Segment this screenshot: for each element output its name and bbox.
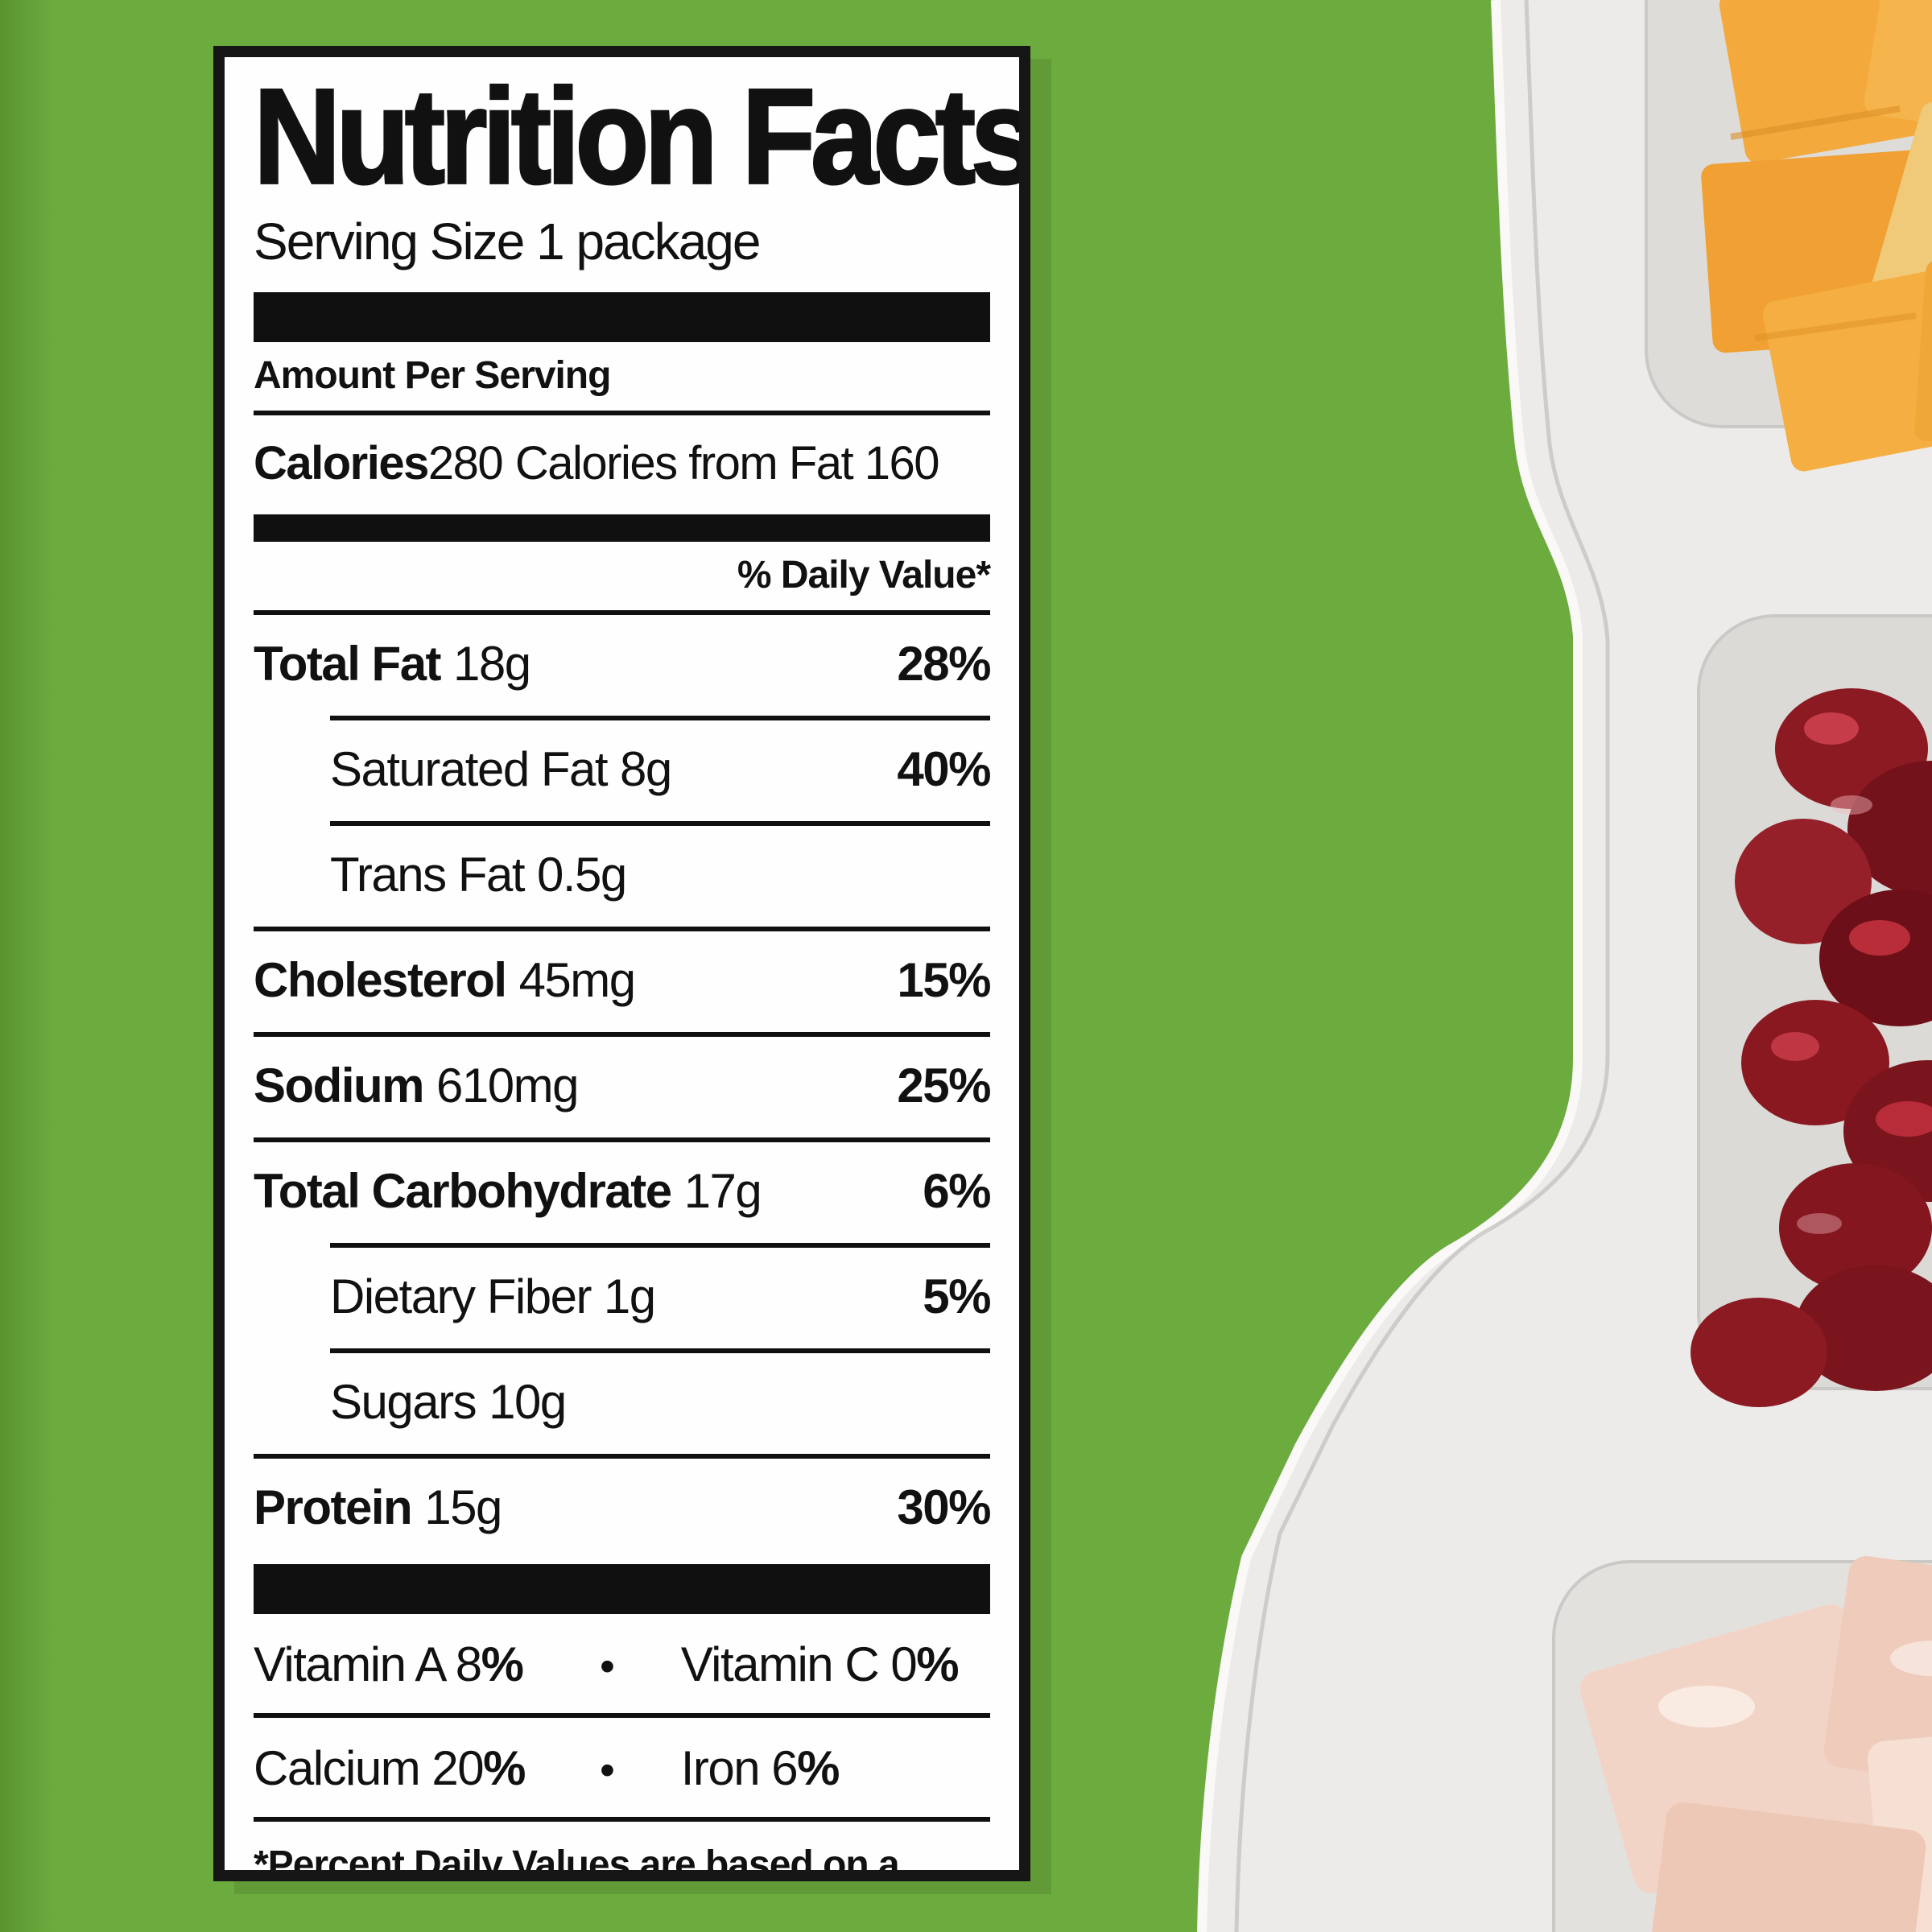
serving-size-text: Serving Size 1 package [254,213,761,270]
tray-body [1202,0,1932,1932]
dried-cranberries [1690,688,1932,1407]
vitamin-row-2: Calcium 20% • Iron 6% [254,1718,990,1817]
tray-seam-line [1234,0,1610,1932]
daily-value-header: % Daily Value* [737,554,991,597]
tray-edge-highlight [1197,0,1583,1932]
nutrient-row-trans-fat: Trans Fat 0.5g [254,821,990,927]
nutrient-row-total-carbohydrate: Total Carbohydrate 17g 6% [254,1137,991,1243]
nutrient-row-dietary-fiber: Dietary Fiber 1g 5% [254,1243,991,1348]
calories-row: Calories280 Calories from Fat 160 [254,415,990,514]
daily-value-footnote: *Percent Daily Values are based on a 2,0… [254,1843,900,1881]
divider-bar-medium [254,514,990,542]
divider-hairline [254,411,990,415]
vitamin-a-value: Vitamin A 8% [254,1637,524,1691]
calories-value: Calories280 [254,437,504,489]
divider-hairline [254,1817,990,1822]
iron-value: Iron 6% [680,1741,840,1795]
nutrient-row-sugars: Sugars 10g [254,1348,990,1454]
label-title: Nutrition Facts [252,60,1030,213]
calcium-value: Calcium 20% [254,1741,526,1795]
turkey-cubes [1579,1555,1932,1932]
vitamin-c-value: Vitamin C 0% [680,1637,960,1691]
cheddar-cheese-cubes [1701,0,1932,472]
vitamin-row-1: Vitamin A 8% • Vitamin C 0% [254,1614,990,1713]
nutrient-row-sodium: Sodium 610mg 25% [254,1032,991,1137]
divider-bar-thick [254,292,990,342]
calories-from-fat: Calories from Fat 160 [514,437,940,489]
nutrient-row-saturated-fat: Saturated Fat 8g 40% [254,716,991,821]
divider-bar-thick-bottom [254,1564,990,1614]
nutrient-row-cholesterol: Cholesterol 45mg 15% [254,927,991,1032]
nutrient-row-protein: Protein 15g 30% [254,1454,991,1559]
bullet-separator: • [600,1746,615,1794]
amount-per-serving-label: Amount Per Serving [254,354,611,397]
divider-hairline [254,1713,990,1718]
nutrition-facts-label: Nutrition Facts Serving Size 1 package A… [213,46,1030,1881]
turkey-compartment-edge [1552,1560,1932,1932]
bullet-separator: • [600,1642,615,1690]
nutrient-row-total-fat: Total Fat 18g 28% [254,610,991,716]
